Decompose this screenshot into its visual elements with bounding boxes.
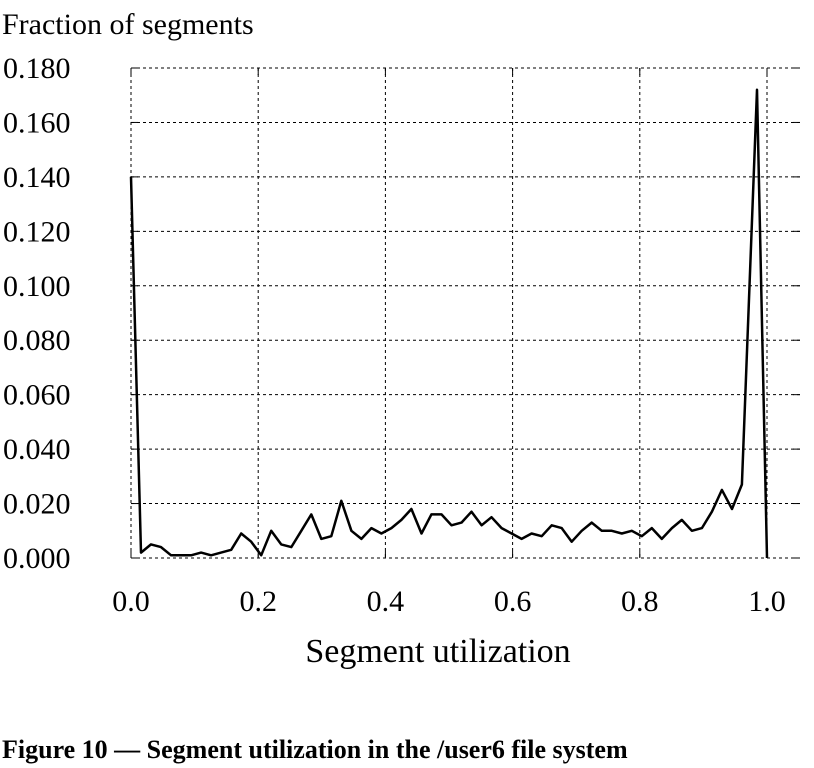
series-line [129, 88, 769, 559]
y-tick-label: 0.100 [3, 270, 71, 303]
y-tick-labels: 0.000 0.020 0.040 0.060 0.080 0.100 0.120 0.140… [3, 52, 71, 575]
y-tick-label: 0.180 [3, 52, 71, 85]
figure-caption: Figure 10 — Segment utilization in the /… [2, 735, 628, 764]
x-axis-label: Segment utilization [305, 633, 570, 670]
x-tick-labels: 0.0 0.2 0.4 0.6 0.8 1.0 [112, 585, 786, 618]
x-tick-label: 1.0 [748, 585, 786, 618]
y-tick-label: 0.160 [3, 106, 71, 139]
y-tick-label: 0.000 [3, 542, 71, 575]
x-tick-label: 0.6 [494, 585, 532, 618]
y-tick-label: 0.020 [3, 488, 71, 521]
y-tick-label: 0.120 [3, 215, 71, 248]
gridlines [130, 67, 800, 559]
y-axis-label: Fraction of segments [2, 8, 254, 41]
x-tick-label: 0.8 [621, 585, 659, 618]
x-tick-label: 0.0 [112, 585, 150, 618]
y-tick-label: 0.140 [3, 161, 71, 194]
y-tick-label: 0.080 [3, 324, 71, 357]
x-tick-label: 0.2 [239, 585, 277, 618]
y-tick-label: 0.060 [3, 379, 71, 412]
y-tick-label: 0.040 [3, 433, 71, 466]
x-tick-label: 0.4 [367, 585, 405, 618]
